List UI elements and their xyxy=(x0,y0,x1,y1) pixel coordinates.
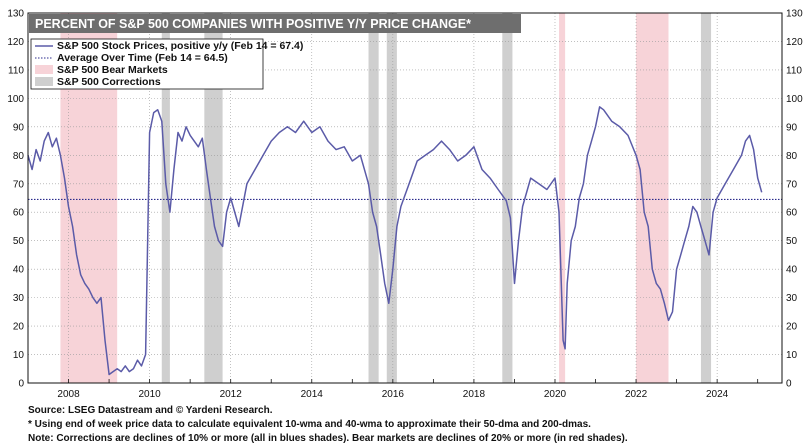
correction-0 xyxy=(161,13,170,383)
legend-box xyxy=(30,38,264,90)
ytick-left-30: 30 xyxy=(13,293,25,304)
footnotes: Source: LSEG Datastream and © Yardeni Re… xyxy=(28,404,808,446)
ytick-left-60: 60 xyxy=(13,208,25,219)
ytick-left-10: 10 xyxy=(13,350,25,361)
source-note: Source: LSEG Datastream and © Yardeni Re… xyxy=(28,405,273,416)
method-note: * Using end of week price data to calcul… xyxy=(28,419,591,430)
bear-market-1 xyxy=(559,13,566,383)
xtick-2012: 2012 xyxy=(220,389,243,400)
ytick-left-90: 90 xyxy=(13,122,25,133)
ytick-right-40: 40 xyxy=(786,265,798,276)
ytick-right-0: 0 xyxy=(786,379,792,390)
ytick-right-10: 10 xyxy=(786,350,798,361)
ytick-right-100: 100 xyxy=(786,94,803,105)
ytick-left-20: 20 xyxy=(13,322,25,333)
ytick-right-120: 120 xyxy=(786,37,803,48)
xtick-2014: 2014 xyxy=(301,389,324,400)
ytick-left-50: 50 xyxy=(13,236,25,247)
correction-1 xyxy=(204,13,223,383)
xtick-2020: 2020 xyxy=(544,389,567,400)
ytick-right-50: 50 xyxy=(786,236,798,247)
legend-series: S&P 500 Stock Prices, positive y/y (Feb … xyxy=(57,40,303,52)
legend-average: Average Over Time (Feb 14 = 64.5) xyxy=(57,52,228,64)
correction-4 xyxy=(502,13,513,383)
ytick-left-40: 40 xyxy=(13,265,25,276)
title-background xyxy=(29,14,521,33)
series-group xyxy=(27,106,763,376)
ytick-left-120: 120 xyxy=(7,37,24,48)
correction-3 xyxy=(386,13,397,383)
ytick-right-70: 70 xyxy=(786,179,798,190)
ytick-right-110: 110 xyxy=(786,65,802,76)
ytick-right-130: 130 xyxy=(786,9,803,20)
legend: S&P 500 Stock Prices, positive y/y (Feb … xyxy=(30,38,303,90)
chart-title: PERCENT OF S&P 500 COMPANIES WITH POSITI… xyxy=(29,14,521,33)
legend-swatch-corrections xyxy=(35,77,53,86)
xtick-2024: 2024 xyxy=(706,389,729,400)
xtick-2018: 2018 xyxy=(463,389,486,400)
xtick-2010: 2010 xyxy=(138,389,161,400)
plot-frame xyxy=(27,12,783,384)
ytick-left-130: 130 xyxy=(7,9,24,20)
correction-2 xyxy=(368,13,379,383)
legend-bear-markets: S&P 500 Bear Markets xyxy=(57,64,168,76)
ytick-left-110: 110 xyxy=(8,65,24,76)
ytick-right-20: 20 xyxy=(786,322,798,333)
ytick-right-80: 80 xyxy=(786,151,798,162)
title-text: PERCENT OF S&P 500 COMPANIES WITH POSITI… xyxy=(35,17,471,31)
series-line xyxy=(27,106,763,376)
ytick-left-80: 80 xyxy=(13,151,25,162)
ytick-left-70: 70 xyxy=(13,179,25,190)
xtick-2022: 2022 xyxy=(625,389,648,400)
xtick-2008: 2008 xyxy=(57,389,80,400)
xtick-2016: 2016 xyxy=(382,389,405,400)
legend-swatch-bear xyxy=(35,65,53,74)
ytick-right-60: 60 xyxy=(786,208,798,219)
legend-corrections: S&P 500 Corrections xyxy=(57,76,161,88)
ytick-right-30: 30 xyxy=(786,293,798,304)
ytick-right-90: 90 xyxy=(786,122,798,133)
correction-5 xyxy=(700,13,712,383)
ytick-left-0: 0 xyxy=(18,379,24,390)
bear-market-2 xyxy=(636,13,669,383)
ytick-left-100: 100 xyxy=(7,94,24,105)
definition-note: Note: Corrections are declines of 10% or… xyxy=(28,433,628,444)
